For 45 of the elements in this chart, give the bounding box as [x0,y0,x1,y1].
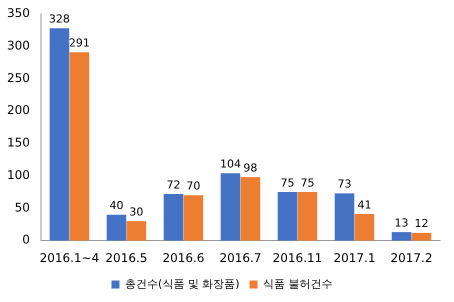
data-label: 72 [166,178,180,192]
x-tick-label: 2016.6 [162,250,204,265]
y-tick-label: 350 [7,6,30,20]
data-label: 40 [109,199,124,212]
y-tick-label: 0 [22,232,30,247]
data-label: 12 [414,217,428,230]
x-tick-label: 2016.1~4 [40,250,100,265]
data-label: 328 [48,12,70,26]
data-label: 73 [338,178,352,191]
data-label: 75 [280,176,294,190]
bar [70,52,90,241]
data-label: 30 [129,206,144,219]
x-tick-label: 2017.1 [333,250,376,265]
bar [392,232,412,241]
data-label: 98 [243,162,258,175]
x-tick-label: 2017.2 [390,250,432,265]
bar [50,28,70,241]
data-label: 75 [300,176,314,190]
y-tick-label: 50 [14,200,30,214]
y-tick-label: 150 [7,136,30,150]
bar [298,192,318,241]
y-tick-label: 200 [7,103,30,118]
x-tick-label: 2016.5 [105,250,148,265]
bar [184,195,204,241]
x-tick-label: 2016.7 [219,250,262,265]
bar [164,194,184,241]
y-tick-label: 300 [7,38,30,52]
bar [240,177,260,241]
x-tick-label: 2016.11 [272,250,322,265]
data-label: 291 [68,36,90,50]
bar [278,192,298,241]
bar [334,193,354,241]
legend-label: 식품 불허건수 [263,277,333,290]
y-tick-label: 250 [7,70,30,85]
data-label: 41 [357,198,372,212]
bar [220,173,240,241]
bar [126,221,146,241]
data-label: 104 [220,158,241,171]
legend-label: 총건수(식품 및 화장품) [124,277,240,290]
bar [412,232,432,241]
data-label: 13 [394,216,409,230]
y-tick-label: 100 [7,168,30,182]
bar [106,214,126,241]
data-label: 70 [186,180,200,193]
bar [354,214,374,241]
